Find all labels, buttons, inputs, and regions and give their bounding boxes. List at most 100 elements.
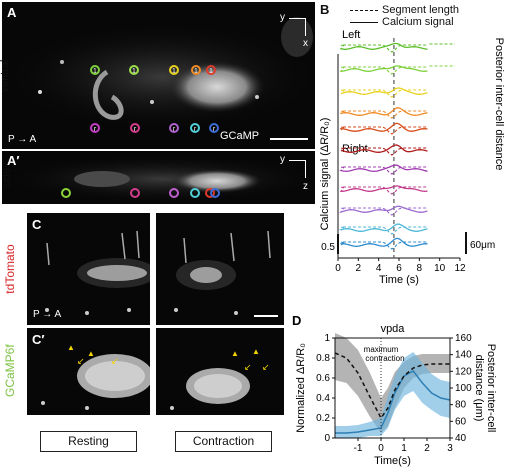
b-trace-dashed bbox=[340, 147, 428, 156]
d-y2-tick-label: 160 bbox=[455, 333, 472, 344]
d-x-tick-label: 1 bbox=[401, 443, 407, 454]
panel-c-prime-resting-image: ▲ ▲ ↙ ↙ C′ bbox=[27, 328, 150, 415]
d-y2-tick-label: 140 bbox=[455, 350, 472, 361]
svg-text:↙: ↙ bbox=[262, 362, 270, 372]
svg-text:↙: ↙ bbox=[244, 362, 252, 372]
b-trace-dashed bbox=[340, 110, 428, 119]
d-series-line bbox=[334, 352, 450, 420]
b-trace-solid bbox=[339, 42, 428, 50]
panel-a-axis-h bbox=[289, 18, 306, 19]
panel-d-letter: D bbox=[292, 313, 301, 328]
b-trace-solid bbox=[339, 164, 428, 172]
cell-marker: r bbox=[130, 123, 140, 133]
scale-bar-c bbox=[254, 315, 278, 317]
b-trace-solid bbox=[339, 65, 428, 73]
svg-text:▲: ▲ bbox=[252, 347, 260, 356]
cell-marker: 1 bbox=[191, 65, 201, 75]
b-trace bbox=[339, 122, 428, 135]
panel-a-micrograph bbox=[2, 17, 315, 132]
panel-a-prime-coord-y: y bbox=[280, 154, 285, 165]
b-trace-solid bbox=[338, 223, 428, 232]
panel-c-letter: C bbox=[32, 217, 42, 232]
b-x-tick-label: 6 bbox=[396, 263, 402, 274]
svg-text:▲: ▲ bbox=[67, 343, 75, 352]
panel-a-coord-y: y bbox=[280, 12, 285, 23]
gcamp6f-label: GCaMP6f bbox=[3, 344, 17, 397]
d-annotation: maximum bbox=[364, 345, 399, 354]
panel-a-prime-axis-h bbox=[289, 160, 306, 161]
b-trace bbox=[338, 205, 428, 216]
d-y-tick-label: 1 bbox=[324, 333, 330, 344]
legend-item-dashed: Segment length bbox=[350, 4, 459, 16]
panel-c-prime-contraction-image: ▲ ▲ ↙ ↙ bbox=[156, 328, 284, 415]
panel-a-axis-v bbox=[305, 18, 306, 36]
d-ylabel: Normalized ΔR/R₀ bbox=[295, 343, 307, 433]
b-ylabel2: Posterior inter-cell distance bbox=[493, 38, 505, 171]
cell-marker: r bbox=[169, 123, 179, 133]
d-x-tick-label: 2 bbox=[424, 443, 430, 454]
b-x-tick-label: 10 bbox=[434, 263, 446, 274]
panel-a-letter: A bbox=[7, 5, 17, 20]
cell-marker: 1 bbox=[169, 65, 179, 75]
b-trace-solid bbox=[340, 87, 428, 95]
panel-c-resting-image: C P → A bbox=[27, 213, 150, 325]
side-label: side bbox=[1, 167, 13, 189]
d-y2-tick-label: 40 bbox=[455, 433, 467, 444]
panel-a-prime-letter: A′ bbox=[7, 153, 20, 168]
cell-marker: 1 bbox=[206, 65, 216, 75]
b-trace-dashed bbox=[340, 66, 428, 75]
cell-marker bbox=[190, 188, 200, 198]
d-y2-tick-label: 100 bbox=[455, 383, 472, 394]
panel-c-prime-letter: C′ bbox=[32, 332, 45, 347]
panel-a-prime-micrograph bbox=[2, 155, 315, 203]
b-trace bbox=[339, 65, 455, 75]
d-x-tick-label: -1 bbox=[354, 443, 363, 454]
d-y-tick-label: 0.6 bbox=[316, 373, 330, 384]
d-y-tick-label: 0.8 bbox=[316, 353, 330, 364]
cell-marker: 1 bbox=[129, 65, 139, 75]
d-ylabel2: distance (μm) bbox=[473, 355, 485, 422]
b-trace-solid bbox=[338, 205, 428, 214]
panel-d-chart: Dvpdamaximumcontraction00.20.40.60.81406… bbox=[292, 313, 497, 467]
b-trace-dashed bbox=[340, 241, 428, 250]
svg-text:▲: ▲ bbox=[231, 349, 239, 358]
panel-a-prime-axis-v bbox=[305, 160, 306, 178]
d-x-tick-label: 0 bbox=[378, 443, 384, 454]
d-annotation: contraction bbox=[365, 354, 404, 363]
contraction-label: Contraction bbox=[175, 431, 272, 452]
panel-b-chart: 0 2 4 6 8 10 12 Time (s) Calcium signal (ΔR/R₀) P… bbox=[319, 29, 505, 286]
d-y-tick-label: 0.4 bbox=[316, 393, 330, 404]
b-trace-solid bbox=[339, 122, 428, 132]
cell-marker: r bbox=[90, 123, 100, 133]
b-trace-dashed bbox=[340, 207, 428, 216]
legend-item-solid: Calcium signal bbox=[350, 16, 459, 28]
panel-a-prime-image: A′ y z bbox=[2, 151, 315, 204]
b-trace bbox=[339, 237, 428, 250]
b-x-tick-label: 12 bbox=[454, 263, 466, 274]
svg-text:▲: ▲ bbox=[87, 349, 95, 358]
b-x-tick-label: 4 bbox=[376, 263, 382, 274]
b-trace-dashed bbox=[340, 226, 428, 235]
b-trace bbox=[339, 42, 455, 53]
b-scale-distance-label: 60μm bbox=[470, 240, 495, 251]
d-title: vpda bbox=[381, 323, 406, 335]
resting-label: Resting bbox=[40, 431, 137, 452]
panel-a-caption: GCaMP bbox=[220, 130, 260, 142]
b-left-label: Left bbox=[342, 29, 360, 41]
b-trace-solid bbox=[339, 107, 428, 116]
b-trace bbox=[339, 107, 428, 119]
cell-marker bbox=[169, 188, 179, 198]
d-ylabel2: Posterior inter-cell bbox=[485, 344, 497, 433]
ventral-label: ventral bbox=[0, 59, 11, 93]
d-y2-tick-label: 60 bbox=[455, 416, 467, 427]
d-series-line bbox=[335, 370, 451, 434]
b-ylabel: Calcium signal (ΔR/R₀) bbox=[319, 118, 331, 231]
scale-bar-a bbox=[270, 138, 308, 140]
d-xlabel: Time(s) bbox=[374, 455, 411, 467]
panel-a-coord-x: x bbox=[303, 38, 308, 49]
b-x-tick-label: 2 bbox=[356, 263, 362, 274]
b-trace bbox=[339, 185, 428, 195]
b-trace-dashed bbox=[340, 89, 428, 98]
d-y-tick-label: 0 bbox=[324, 433, 330, 444]
b-trace-dashed bbox=[340, 186, 428, 195]
